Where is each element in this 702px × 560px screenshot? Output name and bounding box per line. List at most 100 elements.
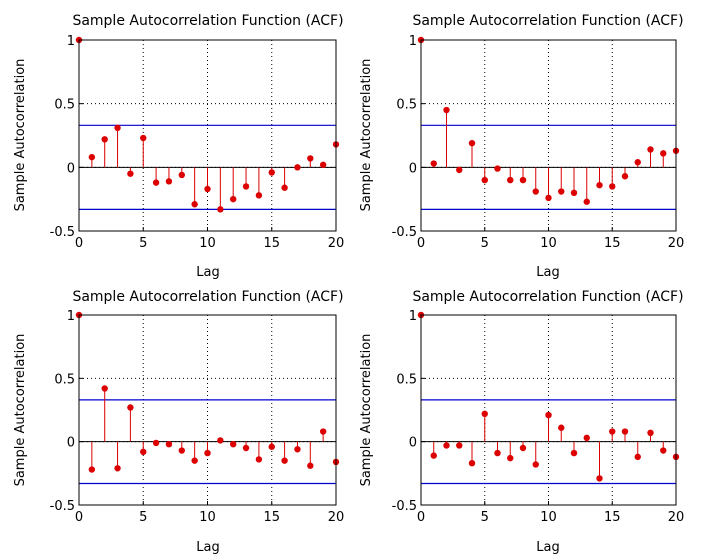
x-axis-label: Lag (536, 265, 559, 280)
acf-marker (255, 456, 263, 463)
acf-marker (583, 198, 590, 205)
acf-marker (294, 446, 301, 453)
acf-marker (140, 134, 147, 142)
y-tick-label: 0 (67, 161, 75, 176)
x-axis-label: Lag (196, 540, 219, 555)
y-axis-label: Sample Autocorrelation (13, 59, 28, 212)
acf-marker (545, 194, 552, 202)
x-tick-label: 15 (604, 510, 621, 525)
acf-marker (191, 457, 198, 464)
x-tick-label: 0 (75, 510, 83, 525)
acf-marker (430, 160, 437, 167)
y-tick-label: 1 (67, 309, 75, 324)
x-tick-label: 10 (199, 510, 216, 525)
acf-marker (255, 192, 263, 199)
acf-marker (519, 444, 527, 452)
acf-marker (596, 475, 603, 482)
acf-panel-bottom-right: Sample Autocorrelation Function (ACF) La… (359, 289, 684, 555)
x-axis-label: Lag (536, 540, 559, 555)
acf-marker (319, 161, 327, 168)
acf-marker (152, 179, 160, 186)
acf-marker (596, 181, 603, 189)
x-tick-label: 15 (263, 236, 280, 251)
acf-marker (140, 448, 147, 455)
acf-panel-top-right: Sample Autocorrelation Function (ACF) La… (359, 13, 684, 280)
panel-title: Sample Autocorrelation Function (ACF) (72, 13, 343, 29)
acf-marker (634, 453, 641, 461)
acf-marker (647, 429, 654, 436)
x-tick-label: 0 (417, 510, 425, 525)
y-tick-label: 0.5 (396, 98, 417, 113)
acf-marker (456, 442, 463, 449)
y-tick-label: 0.5 (396, 372, 417, 387)
x-tick-label: 20 (328, 510, 345, 525)
y-tick-label: 1 (409, 309, 417, 324)
acf-marker (468, 139, 476, 147)
acf-marker (307, 462, 314, 469)
acf-marker (443, 442, 450, 449)
acf-marker (494, 165, 501, 172)
acf-marker (178, 171, 185, 179)
acf-marker (621, 428, 629, 435)
acf-marker (204, 449, 211, 457)
acf-marker (114, 124, 121, 132)
acf-marker (101, 385, 108, 392)
acf-marker (609, 428, 616, 435)
acf-marker (532, 461, 539, 468)
acf-marker (570, 189, 578, 196)
acf-marker (609, 183, 616, 190)
acf-marker (545, 411, 552, 419)
y-tick-label: -0.5 (392, 225, 417, 240)
y-tick-label: 1 (409, 34, 417, 49)
acf-marker (307, 155, 314, 162)
x-tick-label: 10 (540, 510, 557, 525)
y-tick-label: 0.5 (54, 372, 75, 387)
x-tick-label: 20 (668, 236, 685, 251)
plot-area: 0 5 10 15 20-0.500.51 (392, 309, 685, 525)
acf-marker (532, 188, 539, 195)
x-tick-label: 5 (481, 236, 489, 251)
acf-marker (621, 173, 629, 180)
acf-marker (230, 441, 237, 448)
plot-area: 0 5 10 15 20-0.500.51 (50, 34, 345, 251)
acf-marker (468, 460, 476, 467)
y-tick-label: -0.5 (50, 225, 75, 240)
acf-marker (481, 410, 488, 417)
x-tick-label: 5 (139, 510, 147, 525)
acf-marker (660, 150, 667, 157)
panel-title: Sample Autocorrelation Function (ACF) (412, 13, 683, 29)
acf-marker (507, 176, 514, 184)
acf-marker (634, 159, 641, 166)
y-tick-label: 0.5 (54, 98, 75, 113)
acf-marker (583, 434, 590, 442)
acf-marker (178, 447, 185, 454)
acf-marker (268, 169, 275, 176)
acf-marker (101, 136, 108, 143)
x-tick-label: 15 (604, 236, 621, 251)
acf-marker (88, 466, 96, 473)
y-tick-label: 0 (409, 161, 417, 176)
acf-panel-top-left: Sample Autocorrelation Function (ACF) La… (13, 13, 344, 280)
acf-marker (507, 454, 514, 462)
x-tick-label: 10 (540, 236, 557, 251)
acf-marker (88, 153, 96, 161)
acf-marker (570, 449, 578, 457)
acf-marker (127, 170, 134, 177)
acf-marker (319, 428, 327, 435)
x-axis-label: Lag (196, 265, 219, 280)
acf-marker (294, 164, 301, 171)
plot-area: 0 5 10 15 20-0.500.51 (50, 309, 345, 525)
acf-marker (281, 184, 288, 191)
acf-marker (217, 206, 224, 213)
panel-title: Sample Autocorrelation Function (ACF) (412, 289, 683, 305)
x-tick-label: 0 (417, 236, 425, 251)
acf-marker (114, 465, 121, 472)
acf-marker (481, 176, 488, 184)
y-tick-label: -0.5 (50, 499, 75, 514)
acf-marker (242, 183, 250, 190)
acf-marker (443, 106, 450, 114)
y-tick-label: 0 (409, 436, 417, 451)
y-axis-label: Sample Autocorrelation (359, 334, 374, 487)
x-tick-label: 5 (139, 236, 147, 251)
